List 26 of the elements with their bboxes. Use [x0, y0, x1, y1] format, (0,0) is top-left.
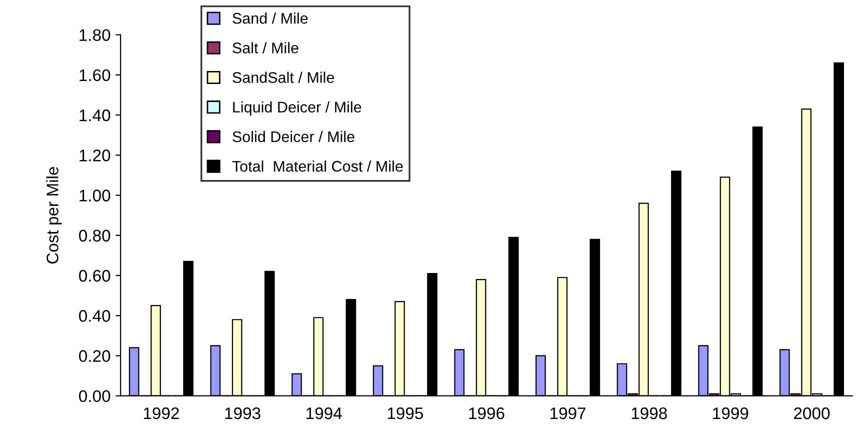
x-tick-label: 1999 — [713, 407, 748, 420]
y-tick-label: 1.20 — [80, 150, 110, 162]
x-tick-label: 1992 — [144, 407, 179, 420]
y-tick-label: 0.80 — [79, 230, 110, 242]
x-tick-label: 1995 — [388, 407, 423, 420]
legend-label: Liquid Deicer / Mile — [233, 101, 362, 116]
y-tick-label: 1.60 — [80, 69, 110, 82]
x-tick-label: 1993 — [225, 407, 260, 420]
y-tick-label: 0.40 — [79, 310, 110, 322]
legend-label: SandSalt / Mile — [232, 72, 334, 83]
x-tick-label: 1997 — [550, 407, 586, 420]
legend-label: Total Material Cost / Mile — [232, 160, 403, 172]
y-tick-label: 0.60 — [79, 270, 110, 282]
y-tick-label: 0.00 — [79, 390, 110, 402]
x-tick-label: 1996 — [469, 407, 504, 420]
y-axis-title: Cost per Mile — [46, 166, 62, 264]
legend-label: Solid Deicer / Mile — [232, 130, 354, 142]
legend-label: Sand / Mile — [232, 12, 308, 24]
x-tick-label: 2000 — [794, 407, 830, 420]
x-tick-label: 1994 — [306, 407, 342, 420]
y-tick-label: 1.80 — [80, 29, 110, 42]
y-tick-label: 0.20 — [79, 350, 110, 362]
y-tick-label: 1.00 — [80, 190, 110, 202]
y-tick-label: 1.40 — [80, 109, 110, 122]
x-tick-label: 1998 — [632, 407, 667, 420]
legend-label: Salt / Mile — [232, 42, 298, 54]
